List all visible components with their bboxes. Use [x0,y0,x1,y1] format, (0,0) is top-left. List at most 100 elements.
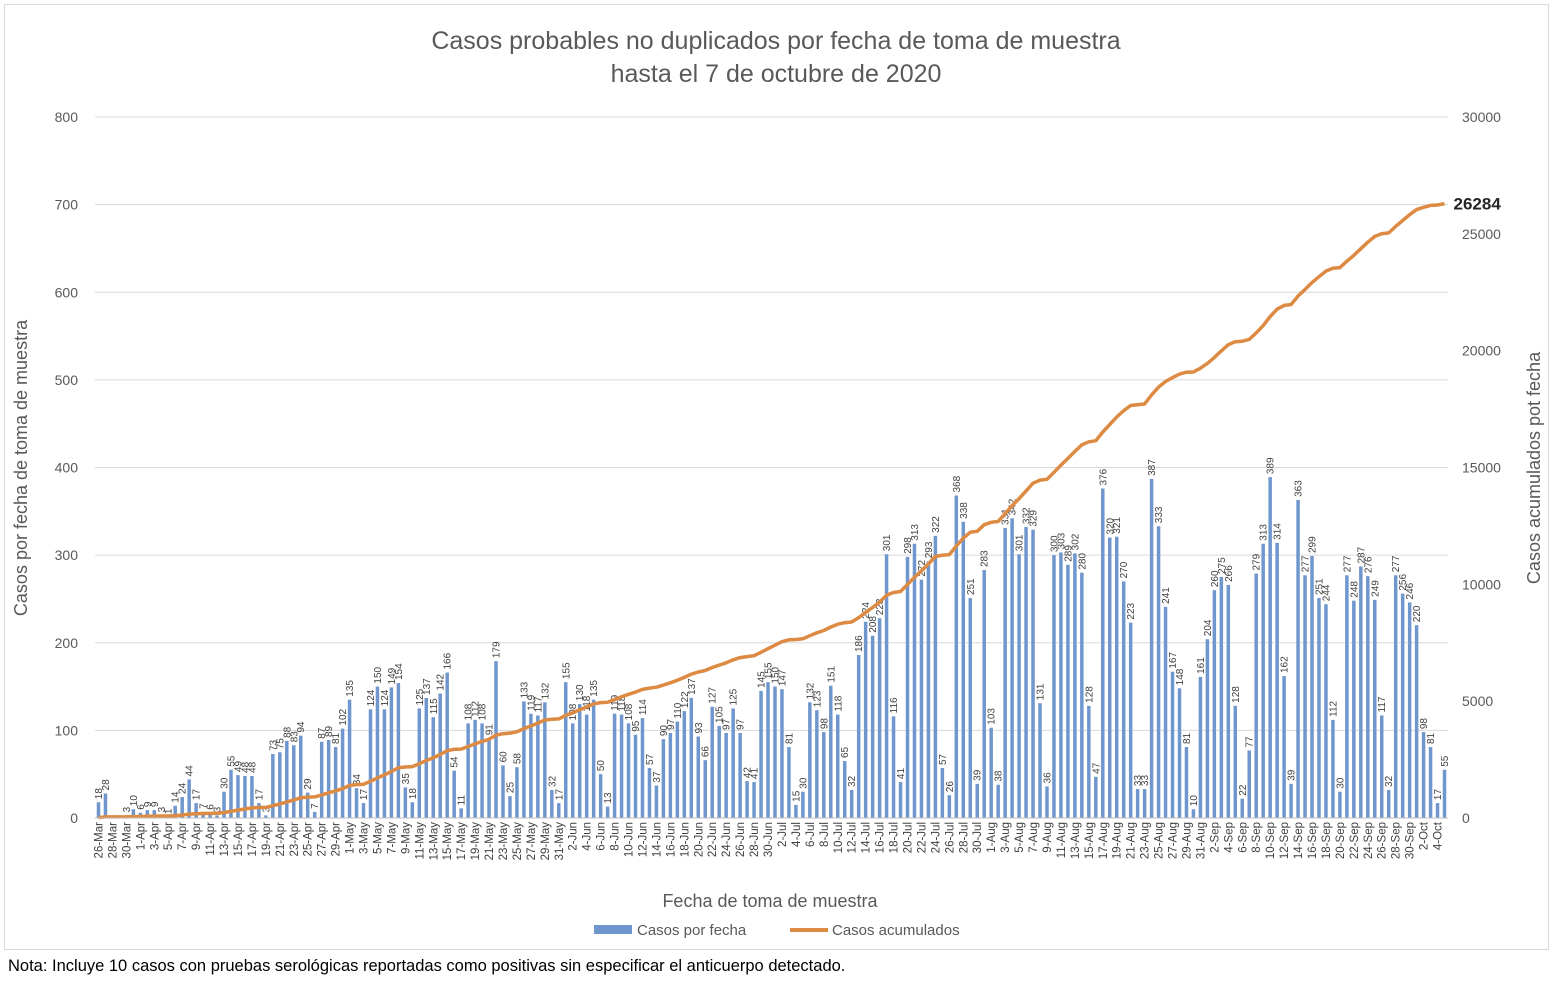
x-tick-label: 5-May [372,822,384,854]
x-tick-label: 28-Sep [1391,822,1403,859]
bar [424,697,429,818]
bar [856,655,861,818]
bar-value-label: 246 [1405,582,1416,599]
bar [410,802,415,818]
bar-value-label: 132 [805,682,816,699]
bar-value-label: 33 [1140,775,1151,787]
bar [550,789,554,818]
bar [1435,803,1440,818]
bar-value-label: 314 [1273,523,1284,540]
bar [536,715,540,818]
bar [836,714,840,818]
bar [1268,477,1272,818]
bar-value-label: 94 [296,721,307,733]
x-tick-label: 11-Aug [1056,822,1068,858]
bar-value-label: 332 [1022,507,1033,524]
bar-value-label: 186 [854,635,865,652]
x-tick-label: 20-Sep [1335,822,1347,859]
bar-value-label: 331 [1001,508,1012,525]
bar [264,815,268,818]
x-axis-title: Fecha de toma de muestra [662,891,878,911]
bar-value-label: 42 [743,767,754,779]
bar [522,701,526,818]
bar [863,621,868,818]
bar-value-label: 81 [1426,732,1437,744]
bar-value-label: 30 [798,777,809,789]
bar [1163,606,1168,818]
y-tick-label: 500 [55,372,79,388]
x-tick-label: 9-May [400,822,412,854]
x-tick-label: 4-Sep [1223,822,1235,853]
bar-value-label: 368 [952,475,963,492]
bar-value-label: 376 [1098,468,1109,485]
gridlines [95,116,1448,731]
bar [487,738,491,818]
x-tick-label: 2-Jul [777,822,789,847]
bar [954,495,959,818]
bar-value-label: 22 [1238,784,1249,796]
bar-value-label: 118 [617,695,628,711]
bar-value-label: 7 [310,803,321,809]
bar-value-label: 313 [910,524,921,541]
bar-value-label: 320 [1105,517,1116,534]
bar [717,725,721,818]
bar-value-label: 387 [1147,459,1158,476]
x-tick-label: 30-Jun [763,822,775,857]
cumulative-final-label: 26284 [1454,195,1502,214]
bar-value-label: 275 [1217,557,1228,574]
bar-value-label: 283 [980,550,991,567]
x-tick-label: 22-Sep [1349,822,1361,859]
bar [445,672,449,818]
bar [1101,488,1105,818]
x-tick-label: 12-Sep [1279,822,1291,859]
bar [292,745,296,818]
bar [208,812,212,818]
bar [389,687,394,818]
x-tick-label: 29-Aug [1181,822,1193,859]
bar [250,775,254,818]
bar [738,733,742,818]
x-tick-label: 13-Apr [219,822,231,857]
bar-value-label: 122 [680,691,691,708]
bar [745,781,749,818]
bar-value-label: 98 [1419,718,1430,730]
x-tick-label: 8-Jun [610,822,622,851]
bar [940,768,945,818]
bar-value-label: 123 [812,690,823,707]
bar [1108,537,1112,818]
bar-value-label: 77 [1245,736,1256,748]
bar [752,782,756,818]
bar-value-label: 338 [959,502,970,519]
bar [1121,581,1126,818]
bar-value-label: 47 [1091,762,1102,774]
bar [298,735,303,818]
bar-value-label: 363 [1294,480,1305,497]
bar-value-label: 18 [94,788,105,800]
bar [1373,599,1377,818]
bar-value-label: 105 [715,706,726,723]
bar [1240,798,1245,818]
bar-value-label: 66 [701,746,712,758]
bar-value-label: 166 [443,652,454,669]
bar-value-label: 135 [345,680,356,697]
x-tick-label: 5-Aug [1014,822,1026,853]
bar-series [96,477,1447,818]
bar-value-label: 95 [631,720,642,732]
bar [975,783,979,818]
bar [152,810,157,818]
bar [1205,639,1210,818]
x-tick-label: 25-May [512,822,524,861]
x-tick-label: 15-May [442,822,454,861]
bar-value-label: 57 [938,753,949,765]
bar [1212,590,1217,818]
bar-value-label: 17 [1433,789,1444,801]
x-tick-label: 17-Apr [247,822,259,857]
x-tick-label: 19-May [470,822,482,861]
bar [1352,600,1356,818]
bar-value-label: 17 [554,789,565,801]
x-tick-label: 1-May [345,822,357,854]
x-tick-label: 14-Jun [651,822,663,857]
bar-value-label: 117 [1377,696,1388,712]
bar [1338,791,1342,818]
bar [703,760,707,818]
